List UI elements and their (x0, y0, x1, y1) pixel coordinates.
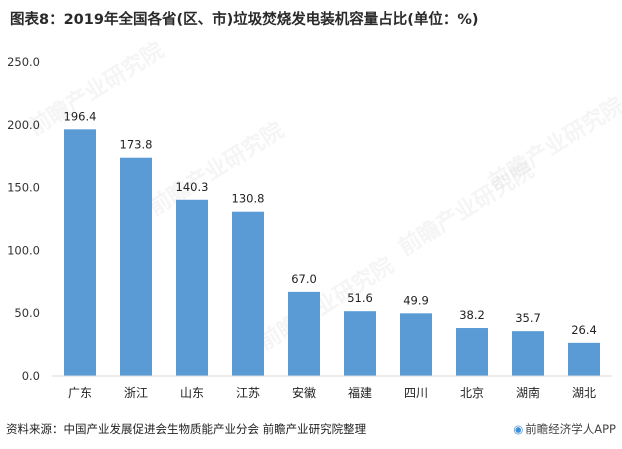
value-label: 35.7 (515, 311, 541, 325)
value-label: 38.2 (459, 308, 485, 322)
value-label: 140.3 (176, 180, 209, 194)
bar-9 (512, 331, 544, 376)
watermark-text: 前瞻产业研究院 (24, 37, 168, 141)
value-label: 196.4 (64, 109, 97, 123)
value-label: 67.0 (291, 272, 317, 286)
y-tick-label: 50.0 (14, 306, 40, 320)
value-label: 173.8 (120, 138, 153, 152)
x-tick-label: 湖南 (516, 385, 540, 400)
x-tick-label: 山东 (180, 386, 204, 400)
watermark-text: 前瞻产业研究院 (484, 92, 622, 196)
brand-label: ◉ 前瞻经济学人APP (513, 421, 616, 437)
value-label: 130.8 (232, 192, 265, 206)
watermark-text: 前瞻产业研究院 (254, 252, 398, 356)
value-label: 26.4 (571, 323, 597, 337)
source-note: 资料来源：中国产业发展促进会生物质能产业分会 前瞻产业研究院整理 (6, 422, 367, 436)
y-tick-label: 0.0 (22, 369, 40, 383)
bar-2 (120, 157, 152, 376)
x-tick-label: 江苏 (236, 386, 260, 400)
bars (64, 129, 600, 376)
logo-icon: ◉ (513, 422, 524, 436)
value-labels: 196.4 173.8 140.3 130.8 67.0 51.6 49.9 38.2 35.7… (64, 109, 597, 337)
x-tick-label: 安徽 (292, 385, 316, 400)
brand-text: 前瞻经济学人APP (525, 422, 616, 436)
x-tick-label: 广东 (68, 386, 92, 400)
x-tick-label: 浙江 (124, 386, 148, 400)
value-label: 51.6 (347, 291, 373, 305)
y-tick-label: 150.0 (7, 181, 40, 195)
x-tick-label: 湖北 (572, 385, 596, 400)
y-tick-label: 250.0 (7, 55, 40, 69)
bar-10 (568, 342, 600, 376)
y-tick-label: 100.0 (7, 243, 40, 257)
y-axis: 0.0 50.0 100.0 150.0 200.0 250.0 (7, 55, 40, 383)
bar-6 (344, 311, 376, 376)
bar-3 (176, 199, 208, 376)
x-axis: 广东 浙江 山东 江苏 安徽 福建 四川 北京 湖南 湖北 (52, 375, 612, 400)
bar-8 (456, 328, 488, 376)
watermark-text: 前瞻产业研究院 (144, 117, 288, 221)
bar-4 (232, 211, 264, 376)
bar-1 (64, 129, 96, 376)
bar-5 (288, 291, 320, 376)
x-tick-label: 福建 (348, 385, 372, 400)
x-tick-label: 北京 (460, 386, 484, 400)
footer: 资料来源：中国产业发展促进会生物质能产业分会 前瞻产业研究院整理 ◉ 前瞻经济学人… (6, 421, 616, 439)
value-label: 49.9 (403, 293, 429, 307)
chart-title: 图表8：2019年全国各省(区、市)垃圾焚烧发电装机容量占比(单位：%) (10, 12, 479, 28)
bar-7 (400, 313, 432, 376)
y-tick-label: 200.0 (7, 118, 40, 132)
x-tick-label: 四川 (404, 386, 428, 400)
